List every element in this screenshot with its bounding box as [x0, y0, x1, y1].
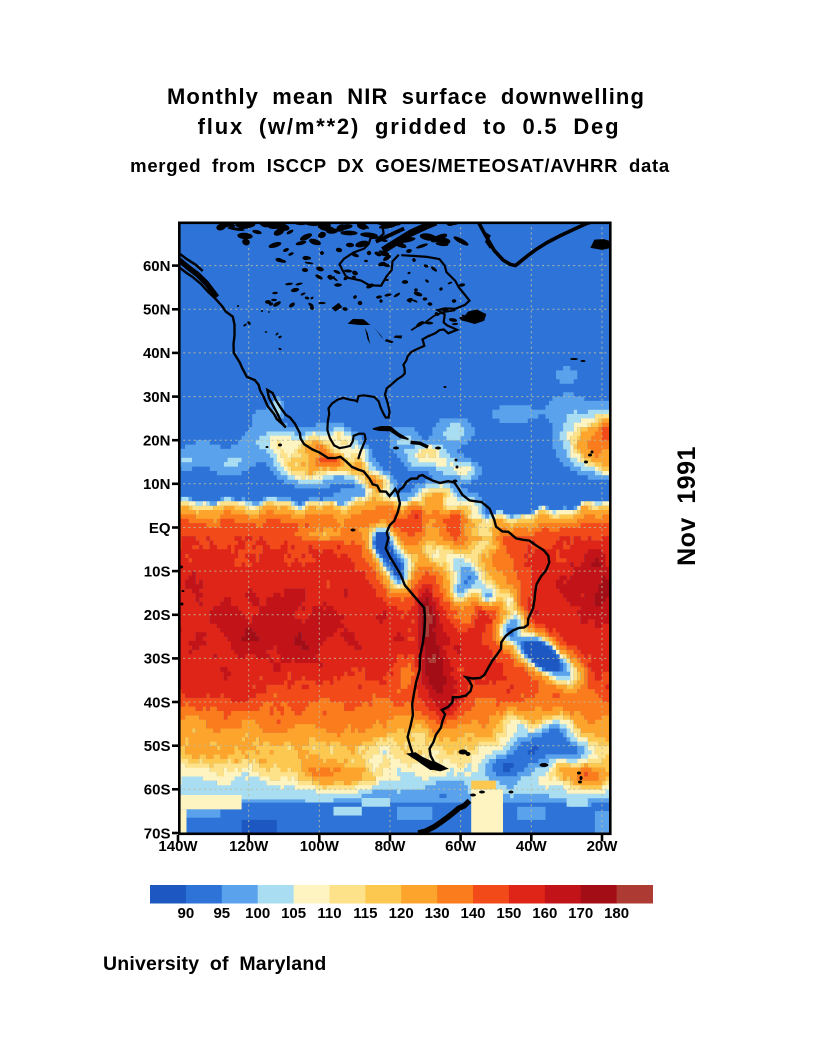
svg-text:70S: 70S — [144, 825, 171, 842]
svg-text:160: 160 — [532, 905, 557, 922]
svg-text:60S: 60S — [144, 782, 171, 799]
svg-text:120W: 120W — [229, 838, 269, 855]
svg-text:100W: 100W — [300, 838, 340, 855]
svg-text:170: 170 — [568, 905, 593, 922]
svg-text:50S: 50S — [144, 738, 171, 755]
svg-text:140: 140 — [460, 905, 485, 922]
svg-text:30N: 30N — [143, 389, 171, 406]
svg-text:40W: 40W — [516, 838, 548, 855]
svg-text:merged from ISCCP DX GOES/METE: merged from ISCCP DX GOES/METEOSAT/AVHRR… — [130, 155, 670, 176]
svg-text:60N: 60N — [143, 258, 171, 275]
svg-text:flux (w/m**2) gridded to 0.5 D: flux (w/m**2) gridded to 0.5 Deg — [198, 114, 621, 139]
svg-text:115: 115 — [353, 905, 377, 922]
svg-text:150: 150 — [496, 905, 521, 922]
svg-text:95: 95 — [213, 905, 230, 922]
svg-text:90: 90 — [178, 905, 195, 922]
svg-text:40S: 40S — [144, 694, 171, 711]
svg-text:130: 130 — [425, 905, 450, 922]
svg-text:10N: 10N — [143, 476, 171, 493]
svg-text:10S: 10S — [144, 563, 171, 580]
svg-text:Nov 1991: Nov 1991 — [673, 446, 701, 566]
svg-text:University of Maryland: University of Maryland — [103, 953, 327, 975]
svg-text:120: 120 — [389, 905, 414, 922]
svg-text:50N: 50N — [143, 302, 171, 319]
svg-text:60W: 60W — [445, 838, 477, 855]
svg-text:30S: 30S — [144, 651, 171, 668]
svg-text:20W: 20W — [587, 838, 619, 855]
svg-text:140W: 140W — [158, 838, 198, 855]
svg-text:105: 105 — [281, 905, 306, 922]
svg-text:40N: 40N — [143, 345, 171, 362]
svg-text:100: 100 — [245, 905, 270, 922]
svg-text:20S: 20S — [144, 607, 171, 624]
svg-text:80W: 80W — [375, 838, 407, 855]
svg-text:Monthly mean NIR surface downw: Monthly mean NIR surface downwelling — [167, 84, 645, 109]
svg-text:20N: 20N — [143, 433, 171, 450]
svg-text:EQ: EQ — [149, 520, 171, 537]
svg-text:110: 110 — [317, 905, 341, 922]
svg-text:180: 180 — [604, 905, 629, 922]
